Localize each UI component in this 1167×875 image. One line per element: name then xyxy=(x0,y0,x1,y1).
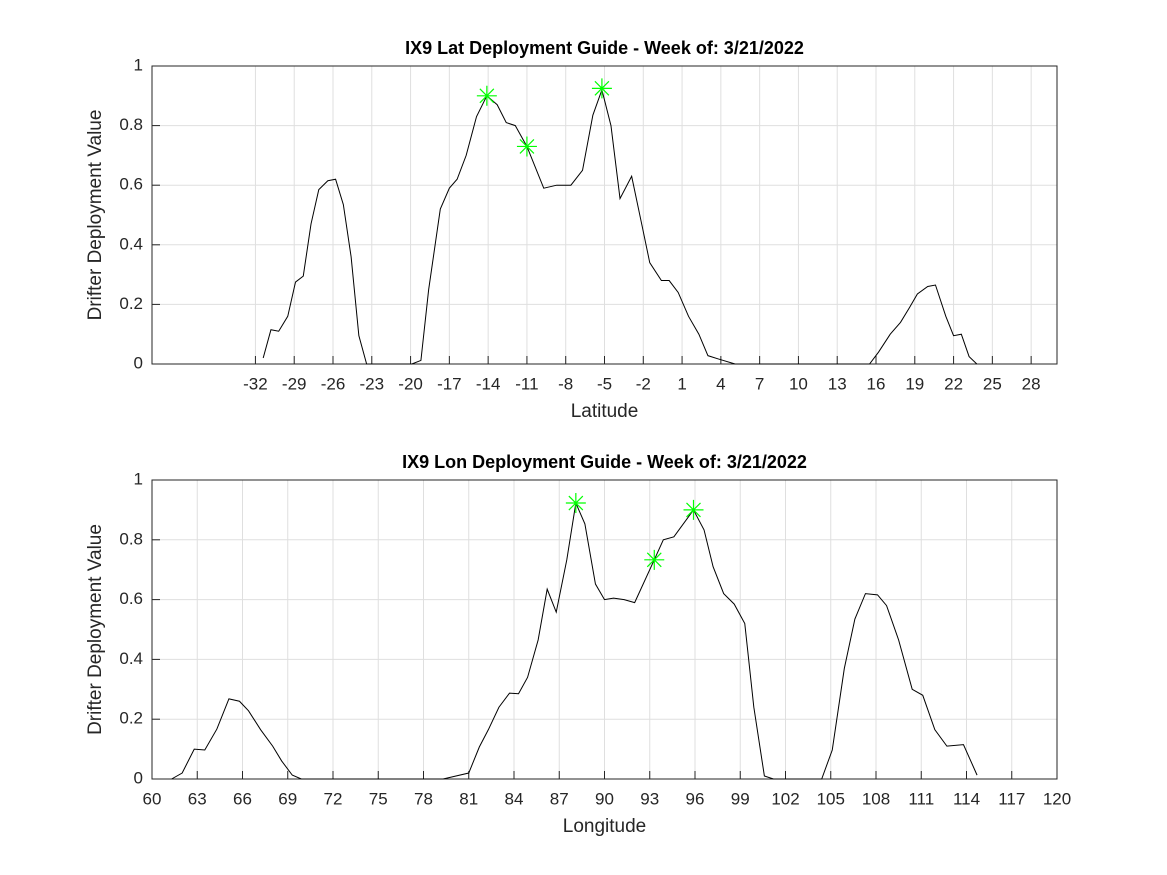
x-tick-label: 7 xyxy=(755,374,764,393)
x-tick-label: 69 xyxy=(278,789,297,808)
axes-box xyxy=(151,479,1058,780)
highlight-marker xyxy=(476,85,497,106)
x-tick-label: -32 xyxy=(243,374,268,393)
data-line xyxy=(262,88,978,365)
x-tick-label: 78 xyxy=(414,789,433,808)
x-tick-label: 105 xyxy=(817,789,845,808)
x-tick-label: -20 xyxy=(398,374,423,393)
y-axis-label: Drifter Deployment Value xyxy=(85,524,106,735)
x-tick-label: 81 xyxy=(459,789,478,808)
x-tick-label: 75 xyxy=(369,789,388,808)
x-tick-label: -29 xyxy=(282,374,307,393)
x-tick-label: 108 xyxy=(862,789,890,808)
x-tick-label: 1 xyxy=(677,374,686,393)
x-tick-label: 111 xyxy=(908,789,934,808)
x-tick-label: 99 xyxy=(731,789,750,808)
highlight-marker xyxy=(683,499,704,520)
x-tick-label: 22 xyxy=(944,374,963,393)
highlight-marker xyxy=(591,78,612,99)
y-tick-label: 1 xyxy=(134,55,143,74)
x-tick-label: 120 xyxy=(1043,789,1071,808)
y-tick-label: 0.8 xyxy=(119,115,143,134)
x-tick-label: 28 xyxy=(1022,374,1041,393)
x-tick-label: 117 xyxy=(998,789,1025,808)
highlight-marker xyxy=(644,549,665,570)
x-tick-label: -26 xyxy=(321,374,346,393)
y-tick-label: 0.8 xyxy=(119,529,143,548)
x-tick-label: 10 xyxy=(789,374,808,393)
x-tick-label: 66 xyxy=(233,789,252,808)
x-tick-label: 25 xyxy=(983,374,1002,393)
y-axis-label: Drifter Deployment Value xyxy=(85,110,106,321)
x-tick-label: 114 xyxy=(953,789,980,808)
x-tick-label: 16 xyxy=(867,374,886,393)
y-tick-label: 0.4 xyxy=(119,649,143,668)
x-tick-label: -2 xyxy=(636,374,651,393)
y-tick-label: 0.6 xyxy=(119,175,143,194)
chart-title: IX9 Lat Deployment Guide - Week of: 3/21… xyxy=(405,38,804,58)
y-tick-label: 1 xyxy=(134,469,143,488)
axes-box xyxy=(151,65,1058,365)
x-tick-label: -17 xyxy=(437,374,462,393)
y-tick-label: 0.2 xyxy=(119,709,143,728)
y-tick-label: 0.4 xyxy=(119,234,143,253)
x-tick-label: 84 xyxy=(505,789,524,808)
x-tick-label: 63 xyxy=(188,789,207,808)
x-tick-label: 13 xyxy=(828,374,847,393)
x-tick-label: 19 xyxy=(905,374,924,393)
x-axis-label: Latitude xyxy=(571,401,639,422)
x-tick-label: 4 xyxy=(716,374,725,393)
x-tick-label: -11 xyxy=(515,374,538,393)
highlight-marker xyxy=(516,136,537,157)
highlight-marker xyxy=(565,493,586,514)
x-tick-label: -23 xyxy=(359,374,384,393)
x-tick-label: -5 xyxy=(597,374,612,393)
x-tick-label: 87 xyxy=(550,789,569,808)
data-line xyxy=(171,501,978,780)
x-tick-label: 72 xyxy=(324,789,343,808)
x-axis-label: Longitude xyxy=(563,816,646,837)
x-tick-label: 60 xyxy=(143,789,162,808)
x-tick-label: -8 xyxy=(558,374,573,393)
x-tick-label: 93 xyxy=(640,789,659,808)
y-tick-label: 0 xyxy=(134,768,143,787)
y-tick-label: 0.2 xyxy=(119,294,143,313)
chart-title: IX9 Lon Deployment Guide - Week of: 3/21… xyxy=(402,452,807,472)
x-tick-label: 96 xyxy=(686,789,705,808)
x-tick-label: 102 xyxy=(771,789,799,808)
y-tick-label: 0 xyxy=(134,353,143,372)
x-tick-label: 90 xyxy=(595,789,614,808)
y-tick-label: 0.6 xyxy=(119,589,143,608)
x-tick-label: -14 xyxy=(476,374,501,393)
